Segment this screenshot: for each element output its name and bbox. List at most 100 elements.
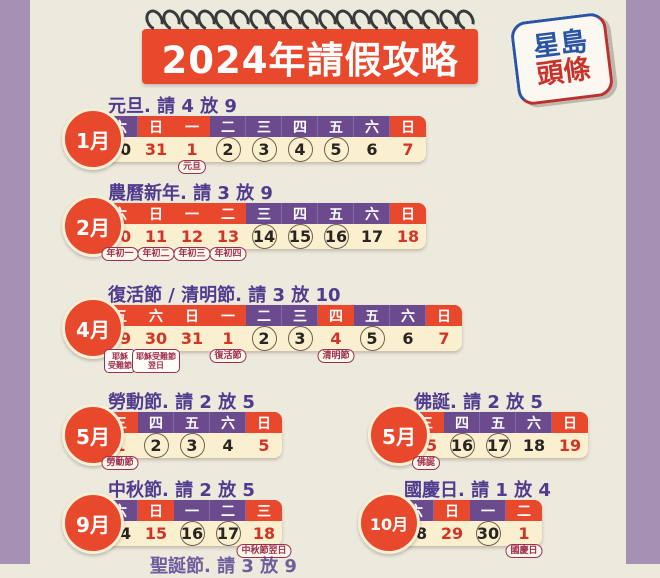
holiday-tags-row: 年初一 年初二 年初三 年初四 bbox=[90, 247, 273, 263]
suggested-leave-date: 3 bbox=[287, 326, 313, 351]
date-cell: 4 bbox=[222, 436, 234, 455]
date-cell: 3 bbox=[174, 433, 210, 458]
date-cell: 17 bbox=[360, 227, 384, 246]
calendar-strip: 三1四2五3六4日55月 bbox=[62, 404, 282, 466]
day-header-cell: 二 bbox=[210, 500, 246, 521]
day-header-cell: 六 bbox=[138, 305, 174, 326]
date-cell: 4 bbox=[282, 137, 318, 162]
calendar-column: 四 15 bbox=[282, 203, 318, 249]
date-cell: 14 bbox=[246, 224, 282, 249]
calendar-column: 日 31 bbox=[138, 116, 174, 162]
day-header-cell: 一 bbox=[470, 500, 506, 521]
date-cell: 17 bbox=[480, 433, 516, 458]
holiday-tag: 年初一 bbox=[101, 247, 139, 261]
day-header-cell: 日 bbox=[552, 412, 588, 433]
date-cell: 6 bbox=[366, 140, 378, 159]
calendar-column: 日 18 bbox=[390, 203, 426, 249]
date-cell: 16 bbox=[174, 521, 210, 546]
suggested-leave-date: 4 bbox=[287, 137, 313, 162]
month-badge: 1月 bbox=[62, 108, 124, 170]
holiday-tag: 復活節 bbox=[209, 349, 247, 363]
date-cell: 11 bbox=[144, 227, 168, 246]
day-header-cell: 四 bbox=[282, 203, 318, 224]
date-cell: 7 bbox=[438, 329, 450, 348]
day-header-cell: 五 bbox=[318, 203, 354, 224]
date-cell: 2 bbox=[138, 433, 174, 458]
date-cell: 1 bbox=[518, 524, 530, 543]
calendar-column: 五 16 bbox=[318, 203, 354, 249]
date-cell: 18 bbox=[252, 524, 276, 543]
date-cell: 2 bbox=[246, 326, 282, 351]
suggested-leave-date: 3 bbox=[251, 137, 277, 162]
section-heading: 國慶日. 請 1 放 4 bbox=[404, 480, 551, 501]
calendar-strip: 六30日31一1二2三3四4五5六6日71月 bbox=[62, 108, 426, 170]
holiday-tags-row: 佛誕 bbox=[396, 456, 543, 472]
day-header-cell: 四 bbox=[282, 116, 318, 137]
suggested-leave-date: 16 bbox=[449, 433, 475, 458]
day-header-cell: 一 bbox=[210, 305, 246, 326]
singtao-headline-logo: 星島 頭條 bbox=[509, 11, 615, 107]
calendar-column: 一 12 bbox=[174, 203, 210, 249]
day-header-cell: 四 bbox=[444, 412, 480, 433]
date-cell: 5 bbox=[354, 326, 390, 351]
day-header-cell: 五 bbox=[318, 116, 354, 137]
day-header-cell: 日 bbox=[390, 116, 426, 137]
suggested-leave-date: 16 bbox=[179, 521, 205, 546]
holiday-tag: 耶穌受難節 翌日 bbox=[132, 349, 180, 373]
date-cell: 15 bbox=[144, 524, 168, 543]
calendar-column: 一 16 bbox=[174, 500, 210, 546]
day-header-cell: 三 bbox=[246, 500, 282, 521]
suggested-leave-date: 15 bbox=[287, 224, 313, 249]
suggested-leave-date: 17 bbox=[215, 521, 241, 546]
calendar-column: 日 11 bbox=[138, 203, 174, 249]
calendar-section-september-mid-autumn: 中秋節. 請 2 放 5六14日15一16二17三189月中秋節翌日 bbox=[62, 476, 292, 560]
date-cell: 19 bbox=[558, 436, 582, 455]
calendar-column: 二 17 bbox=[210, 500, 246, 546]
date-cell: 31 bbox=[144, 140, 168, 159]
day-header-cell: 日 bbox=[138, 203, 174, 224]
day-header-cell: 日 bbox=[426, 305, 462, 326]
day-header-cell: 日 bbox=[138, 500, 174, 521]
holiday-tags-row: 國慶日 bbox=[386, 544, 551, 560]
day-header-cell: 四 bbox=[318, 305, 354, 326]
date-cell: 5 bbox=[258, 436, 270, 455]
holiday-tag: 清明節 bbox=[317, 349, 355, 363]
calendar-strip: 六28日29一30二110月 bbox=[358, 492, 551, 554]
date-cell: 18 bbox=[522, 436, 546, 455]
suggested-leave-date: 5 bbox=[359, 326, 385, 351]
date-cell: 30 bbox=[144, 329, 168, 348]
day-header-cell: 一 bbox=[174, 203, 210, 224]
day-header-cell: 二 bbox=[506, 500, 542, 521]
suggested-leave-date: 2 bbox=[251, 326, 277, 351]
holiday-tag: 年初三 bbox=[173, 247, 211, 261]
holiday-tags-row: 中秋節翌日 bbox=[90, 544, 292, 560]
calendar-column: 六 17 bbox=[354, 203, 390, 249]
calendar-column: 日 15 bbox=[138, 500, 174, 546]
calendar-strip: 六10日11一12二13三14四15五16六17日182月 bbox=[62, 195, 426, 257]
calendar-section-october-national-day: 國慶日. 請 1 放 4六28日29一30二110月國慶日 bbox=[358, 476, 551, 560]
day-header-cell: 三 bbox=[282, 305, 318, 326]
day-header-cell: 三 bbox=[246, 203, 282, 224]
left-border bbox=[0, 0, 30, 564]
section-heading: 勞動節. 請 2 放 5 bbox=[108, 392, 255, 413]
day-header-cell: 二 bbox=[210, 116, 246, 137]
holiday-tags-row: 元旦 bbox=[90, 160, 237, 176]
calendar-column: 二 13 bbox=[210, 203, 246, 249]
calendar-columns: 五29六30日31一1二2三3四4五5六6日7 bbox=[90, 305, 462, 351]
calendar-column: 三 14 bbox=[246, 203, 282, 249]
day-header-cell: 四 bbox=[138, 412, 174, 433]
calendar-columns: 六14日15一16二17三18 bbox=[90, 500, 282, 546]
section-heading: 復活節 / 清明節. 請 3 放 10 bbox=[108, 285, 341, 306]
